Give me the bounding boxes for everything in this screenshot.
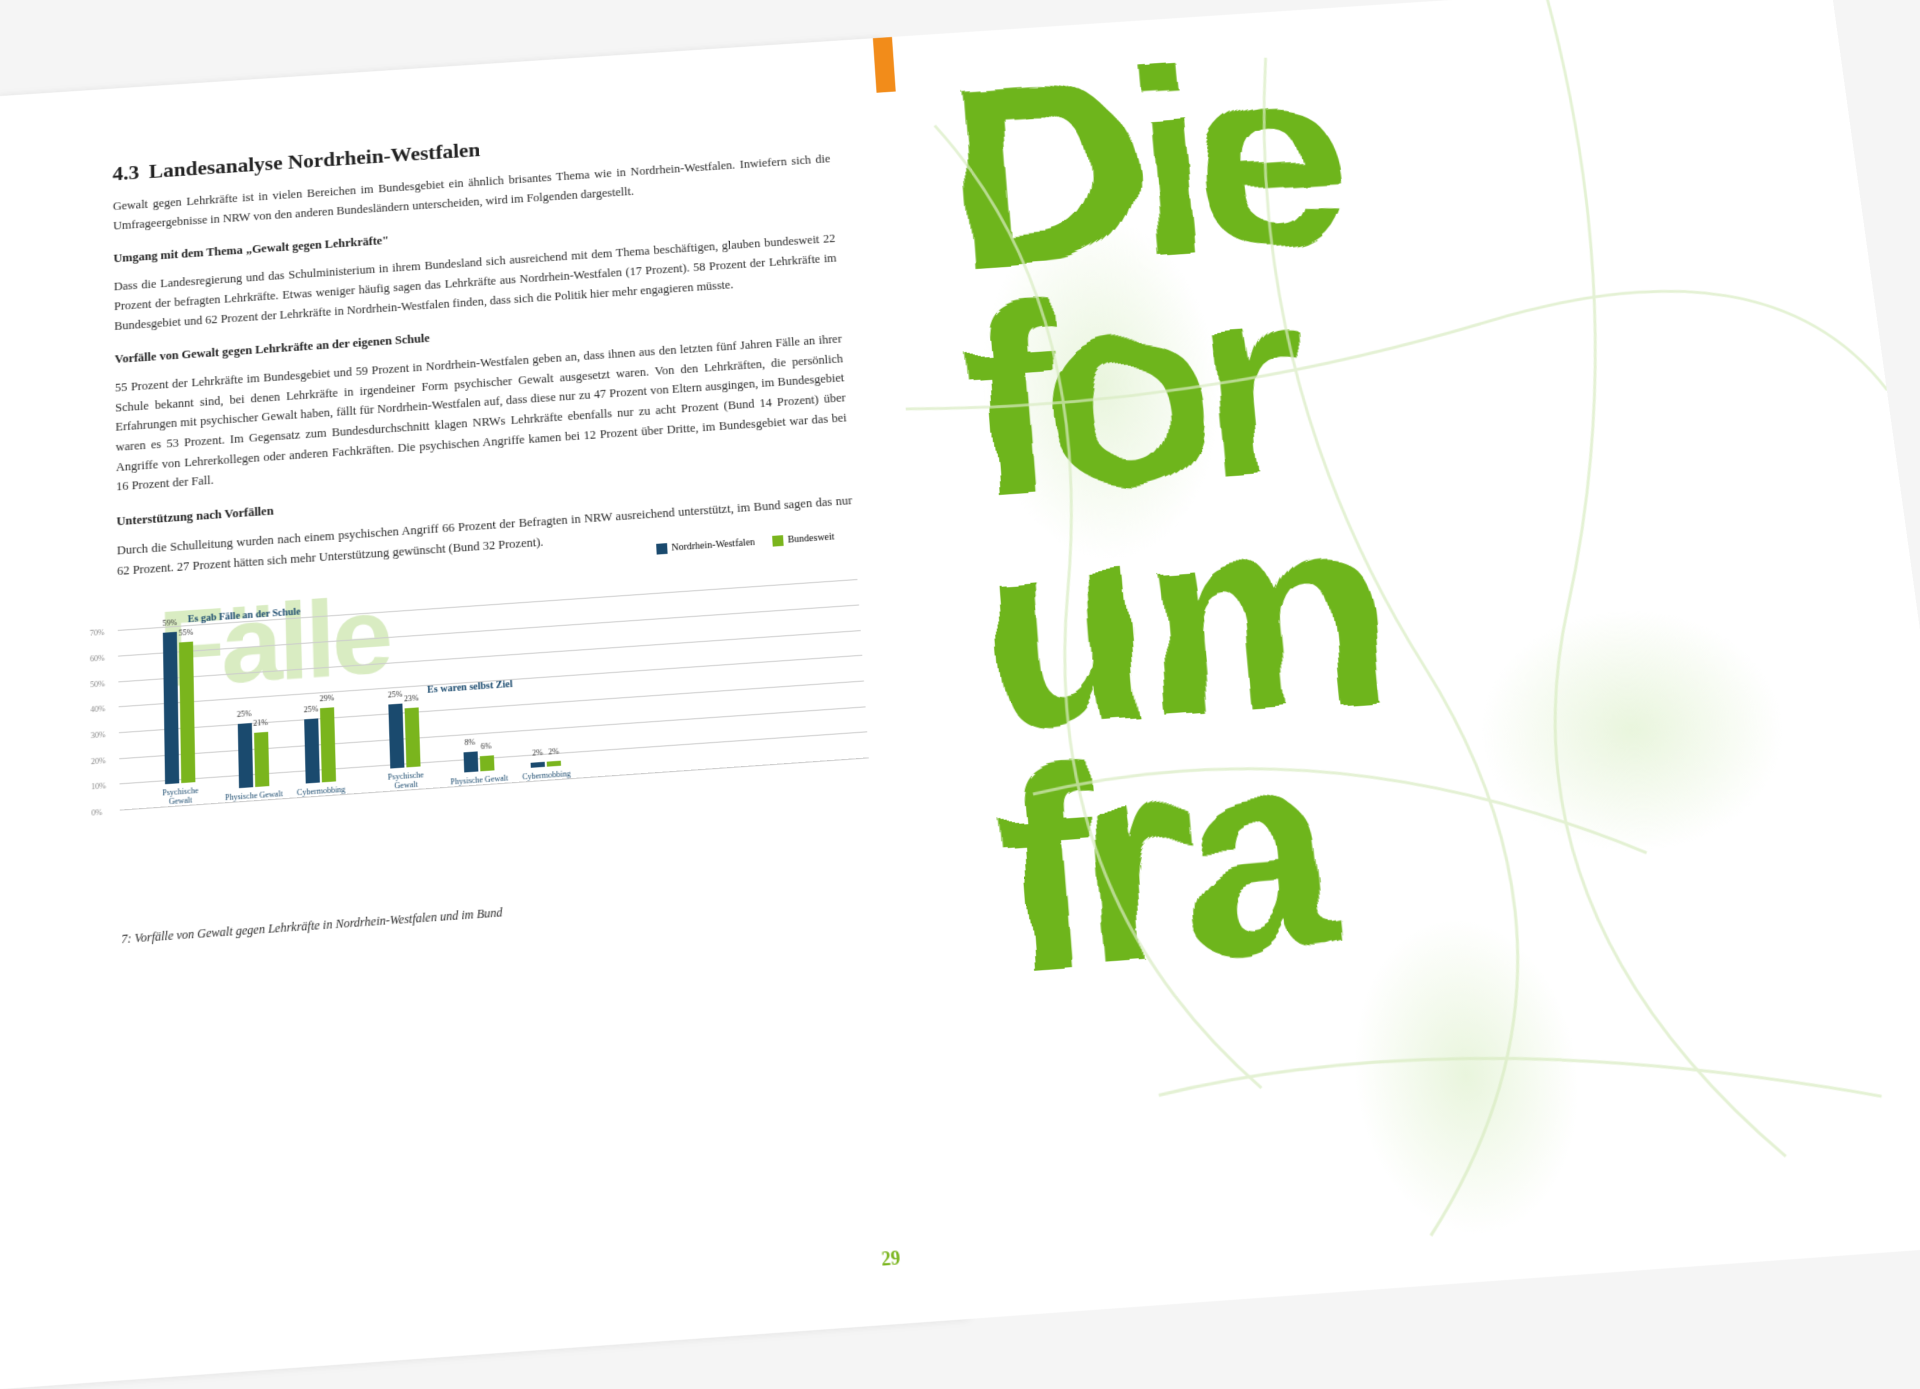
bars: 25%23% bbox=[388, 702, 420, 768]
left-page: 4.3 Landesanalyse Nordrhein-Westfalen Ge… bbox=[0, 38, 967, 1389]
bar-value-label: 29% bbox=[319, 693, 334, 703]
group-wrap: Es gab Fälle an der Schule59%55%Psychisc… bbox=[148, 604, 346, 807]
bar-nrw: 25% bbox=[304, 718, 320, 783]
bar-bund: 29% bbox=[320, 707, 336, 783]
bar-bund: 21% bbox=[254, 732, 269, 787]
ytick-label: 10% bbox=[91, 781, 106, 791]
bar-pair: 25%29%Cybermobbing bbox=[295, 706, 346, 797]
bars: 8%6% bbox=[463, 750, 494, 773]
bars: 59%55% bbox=[163, 631, 196, 784]
ytick-label: 50% bbox=[90, 678, 105, 688]
bookmark-tab bbox=[872, 37, 895, 93]
bar-value-label: 55% bbox=[178, 627, 193, 637]
bar-value-label: 25% bbox=[304, 704, 319, 714]
ytick-label: 70% bbox=[90, 628, 105, 638]
bar-bund: 6% bbox=[479, 755, 494, 771]
ytick-label: 20% bbox=[91, 755, 106, 765]
bar-pair: 8%6%Physische Gewalt bbox=[450, 749, 509, 787]
bars: 25%21% bbox=[237, 722, 269, 789]
bar-pair: 25%21%Physische Gewalt bbox=[224, 721, 283, 803]
bar-value-label: 2% bbox=[532, 748, 543, 758]
bar-nrw: 59% bbox=[163, 632, 179, 784]
bar-nrw: 2% bbox=[531, 762, 545, 768]
bar-value-label: 2% bbox=[548, 747, 559, 757]
bars: 2%2% bbox=[531, 761, 561, 768]
chart-caption: 7: Vorfälle von Gewalt gegen Lehrkräfte … bbox=[121, 879, 877, 948]
book-spread: 4.3 Landesanalyse Nordrhein-Westfalen Ge… bbox=[0, 0, 1920, 1389]
bar-value-label: 21% bbox=[253, 718, 268, 728]
right-page: Die for um fra bbox=[880, 0, 1920, 1319]
bar-bund: 23% bbox=[405, 707, 421, 767]
bar-nrw: 25% bbox=[388, 703, 404, 768]
bar-nrw: 8% bbox=[463, 751, 478, 773]
ytick-label: 40% bbox=[90, 704, 105, 714]
ytick-label: 60% bbox=[90, 653, 105, 663]
bars-row: 25%23%Psychische Gewalt 8%6%Physische Gew… bbox=[373, 692, 570, 792]
bar-pair: 25%23%Psychische Gewalt bbox=[373, 701, 436, 792]
bar-value-label: 59% bbox=[162, 618, 177, 628]
bar-pair: 59%55%Psychische Gewalt bbox=[148, 630, 211, 808]
bar-chart: Fälle Nordrhein-Westfalen Bundesweit 0%1… bbox=[118, 560, 874, 891]
bar-value-label: 23% bbox=[404, 693, 419, 703]
bar-nrw: 25% bbox=[237, 723, 252, 788]
group-wrap: Es waren selbst Ziel25%23%Psychische Gew… bbox=[373, 675, 571, 792]
page-number: 29 bbox=[881, 1247, 901, 1271]
ytick-label: 30% bbox=[91, 730, 106, 740]
decorative-type: Die for um fra bbox=[880, 0, 1920, 1319]
deco-line-4: fra bbox=[989, 686, 1920, 994]
legend-swatch-nrw bbox=[656, 543, 667, 554]
bar-bund: 2% bbox=[547, 761, 561, 767]
bars: 25%29% bbox=[304, 707, 336, 784]
bar-bund: 55% bbox=[179, 641, 195, 783]
legend-label-bund: Bundesweit bbox=[787, 532, 834, 546]
bar-value-label: 25% bbox=[388, 689, 403, 699]
bar-pair: 2%2%Cybermobbing bbox=[522, 760, 571, 782]
ytick-label: 0% bbox=[91, 807, 102, 817]
bar-value-label: 6% bbox=[481, 741, 492, 751]
bar-value-label: 25% bbox=[237, 709, 252, 719]
legend-swatch-bund bbox=[773, 535, 785, 546]
bars-row: 59%55%Psychische Gewalt25%21%Physische G… bbox=[148, 621, 346, 808]
bar-value-label: 8% bbox=[464, 737, 475, 747]
section-number: 4.3 bbox=[112, 160, 139, 185]
